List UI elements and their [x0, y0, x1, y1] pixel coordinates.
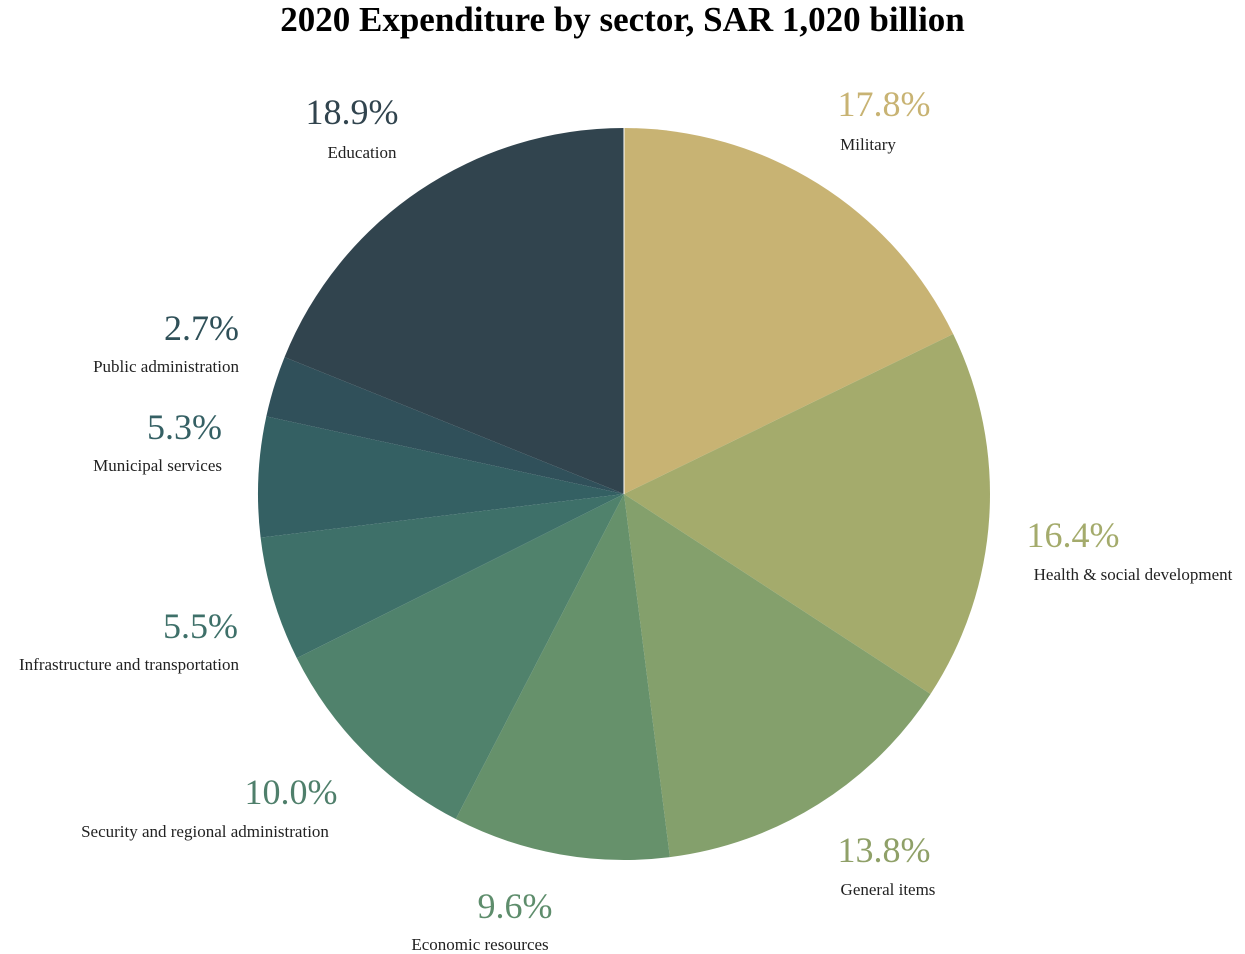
slice-category-label: Military [840, 135, 896, 154]
slice-percent-label: 2.7% [164, 308, 239, 348]
slice-percent-label: 18.9% [306, 92, 399, 132]
pie-slices [257, 128, 990, 860]
pie-slice-infrastructure-and-transportation [260, 494, 624, 659]
pie-labels: 17.8% Military 16.4% Health & social develo… [19, 84, 1233, 954]
pie-slice-military [624, 128, 954, 494]
pie-slice-health-social-development [624, 334, 990, 694]
chart-title: 2020 Expenditure by sector, SAR 1,020 bi… [280, 0, 965, 39]
slice-percent-label: 5.5% [163, 606, 238, 646]
pie-slice-economic-resources [455, 494, 670, 860]
pie-slice-education [284, 128, 624, 494]
slice-percent-label: 16.4% [1027, 515, 1120, 555]
slice-category-label: Infrastructure and transportation [19, 655, 239, 674]
slice-category-label: Municipal services [93, 456, 222, 475]
slice-percent-label: 5.3% [147, 407, 222, 447]
slice-category-label: Economic resources [411, 935, 548, 954]
slice-percent-label: 13.8% [838, 830, 931, 870]
pie-slice-general-items [624, 494, 931, 858]
pie-slice-public-administration [266, 357, 624, 494]
slice-category-label: Security and regional administration [81, 822, 329, 841]
slice-category-label: Health & social development [1034, 565, 1233, 584]
slice-percent-label: 17.8% [838, 84, 931, 124]
slice-percent-label: 10.0% [245, 772, 338, 812]
slice-percent-label: 9.6% [478, 886, 553, 926]
slice-category-label: Public administration [93, 357, 239, 376]
pie-slice-municipal-services [257, 416, 624, 538]
pie-slice-security-and-regional-administration [296, 494, 624, 820]
slice-category-label: General items [841, 880, 936, 899]
slice-category-label: Education [328, 143, 397, 162]
